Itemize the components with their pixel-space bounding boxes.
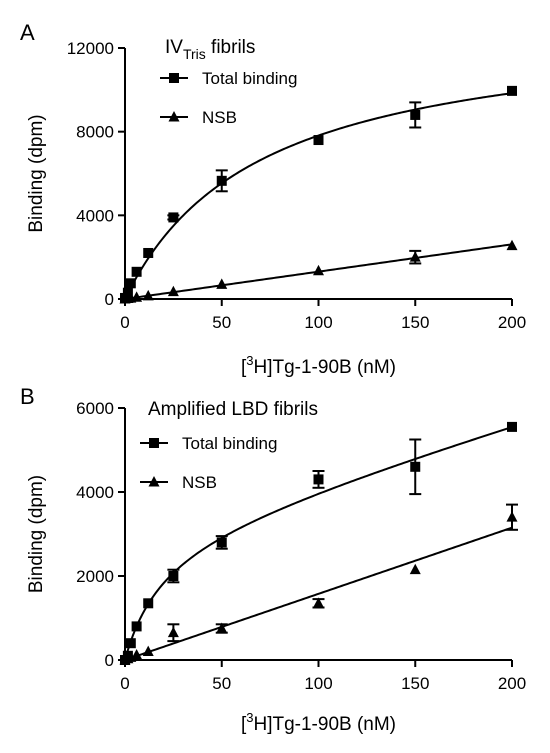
data-point — [125, 638, 136, 649]
x-tick-label: 100 — [304, 674, 332, 693]
data-point — [131, 649, 143, 660]
legend-marker — [149, 438, 159, 448]
data-point — [216, 175, 227, 186]
fit-curve — [124, 526, 513, 661]
data-point — [216, 537, 227, 548]
data-point — [313, 474, 324, 485]
data-point — [507, 85, 517, 96]
chart-panel-a: A 0 4000 8000 12000 0 50 100 150 200 Binding (dpm)… — [20, 20, 526, 378]
panel-label: B — [20, 384, 35, 409]
data-point — [131, 291, 143, 302]
series-nsb — [119, 503, 518, 665]
data-point — [125, 278, 136, 289]
data-point — [313, 135, 324, 146]
data-point — [313, 264, 324, 276]
y-axis-title: Binding (dpm) — [26, 114, 47, 232]
y-tick-label: 0 — [105, 651, 114, 670]
data-point — [313, 597, 324, 608]
x-tick-label: 200 — [498, 674, 526, 693]
data-point — [410, 109, 421, 120]
y-tick-label: 12000 — [67, 39, 114, 58]
x-tick-label: 0 — [120, 674, 129, 693]
legend-entry: NSB — [140, 473, 217, 492]
legend-label: Total binding — [202, 69, 297, 88]
series-nsb — [119, 239, 518, 304]
data-point — [143, 247, 154, 258]
x-tick-label: 150 — [401, 674, 429, 693]
x-tick-label: 50 — [212, 674, 231, 693]
data-point — [216, 622, 228, 633]
x-tick-label: 200 — [498, 313, 526, 332]
x-axis-title-sup: 3 — [246, 710, 253, 725]
x-tick-label: 100 — [304, 313, 332, 332]
data-point — [167, 285, 179, 297]
y-tick-label: 4000 — [76, 206, 114, 225]
series-total-binding — [120, 85, 517, 303]
y-tick-label: 0 — [105, 290, 114, 309]
legend-label: NSB — [182, 473, 217, 492]
x-axis-title: [3H]Tg-1-90B (nM) — [241, 353, 396, 378]
legend-entry: Total binding — [160, 69, 297, 88]
chart-title-rest: fibrils — [206, 37, 256, 58]
y-axis-title: Binding (dpm) — [26, 475, 47, 593]
legend-entry: NSB — [160, 108, 237, 127]
x-axis-title-post: H]Tg-1-90B (nM) — [253, 357, 396, 378]
data-point — [506, 511, 518, 522]
x-axis-title-sup: 3 — [246, 353, 253, 368]
data-point — [168, 212, 179, 223]
chart-title: IVTris fibrils — [165, 37, 255, 62]
fit-curve — [124, 426, 513, 661]
x-tick-label: 0 — [120, 313, 129, 332]
chart-title-main: Amplified LBD fibrils — [148, 399, 318, 420]
x-tick-label: 150 — [401, 313, 429, 332]
data-point — [131, 621, 142, 632]
panel-label: A — [20, 20, 35, 45]
x-axis-title-post: H]Tg-1-90B (nM) — [253, 714, 396, 735]
data-point — [409, 251, 421, 262]
data-point — [410, 461, 421, 472]
chart-title-sub: Tris — [183, 46, 206, 62]
y-tick-label: 8000 — [76, 123, 114, 142]
data-point — [131, 266, 142, 277]
y-tick-label: 2000 — [76, 567, 114, 586]
x-axis-title-pre: [ — [241, 357, 247, 378]
data-point — [409, 563, 421, 575]
chart-title: Amplified LBD fibrils — [148, 399, 318, 420]
legend-marker — [168, 111, 180, 122]
legend-marker — [169, 73, 179, 83]
chart-panel-b: B 0 2000 4000 6000 0 50 100 150 200 Binding (dpm) [… — [20, 384, 526, 735]
x-axis-title: [3H]Tg-1-90B (nM) — [241, 710, 396, 735]
data-point — [216, 278, 228, 289]
data-point — [506, 239, 518, 251]
x-tick-label: 50 — [212, 313, 231, 332]
y-tick-label: 4000 — [76, 483, 114, 502]
chart-title-main: IV — [165, 37, 183, 58]
data-point — [142, 289, 154, 301]
legend-entry: Total binding — [140, 434, 277, 453]
y-tick-label: 6000 — [76, 399, 114, 418]
series-total-binding — [120, 421, 517, 665]
legend-label: NSB — [202, 108, 237, 127]
data-point — [168, 571, 179, 581]
data-point — [167, 626, 179, 638]
legend-label: Total binding — [182, 434, 277, 453]
data-point — [142, 645, 154, 657]
data-point — [143, 598, 154, 609]
x-axis-title-pre: [ — [241, 714, 247, 735]
legend-marker — [148, 476, 160, 487]
data-point — [507, 421, 517, 432]
